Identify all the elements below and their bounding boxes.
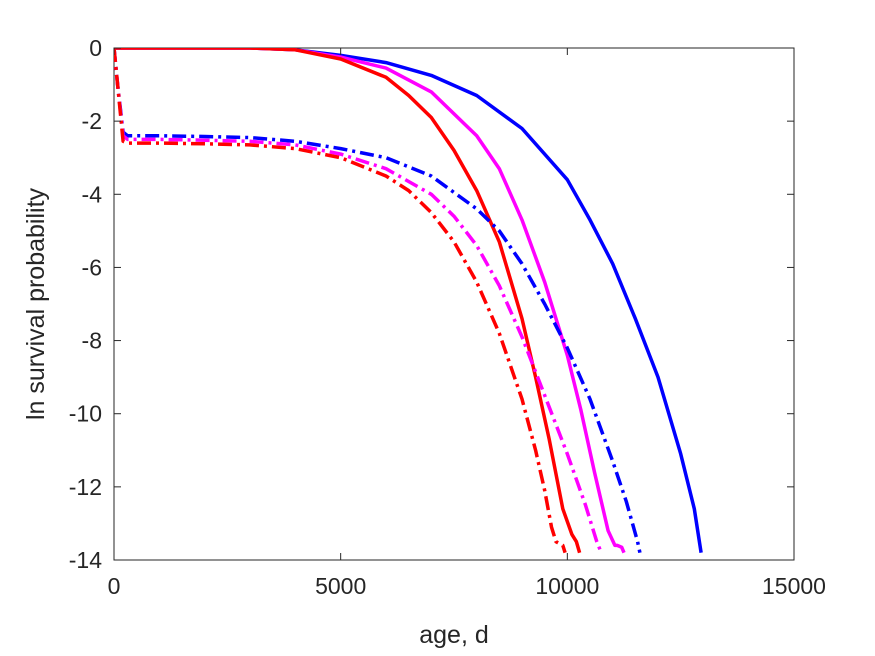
y-tick-label: -10 — [69, 401, 102, 427]
y-axis-label: ln survival probability — [22, 187, 50, 420]
y-tick-label: -6 — [82, 254, 102, 280]
y-tick-label: -12 — [69, 474, 102, 500]
x-axis-label: age, d — [419, 621, 489, 649]
y-tick-label: -4 — [82, 181, 103, 207]
x-tick-label: 15000 — [762, 573, 826, 599]
x-axis: 0 5000 10000 15000 — [108, 48, 826, 599]
y-tick-label: -2 — [82, 108, 102, 134]
plot-area — [113, 47, 795, 561]
y-tick-label: 0 — [89, 35, 102, 61]
x-tick-label: 5000 — [315, 573, 366, 599]
series-line-4 — [114, 48, 642, 554]
y-tick-label: -8 — [82, 328, 102, 354]
y-tick-label: -14 — [69, 547, 102, 573]
series-line-3 — [114, 48, 582, 554]
y-axis: 0 -2 -4 -6 -8 -10 -12 -14 — [69, 35, 794, 573]
x-tick-label: 10000 — [535, 573, 599, 599]
x-tick-label: 0 — [108, 573, 121, 599]
series-line-5 — [114, 48, 603, 554]
series-line-6 — [114, 48, 567, 554]
